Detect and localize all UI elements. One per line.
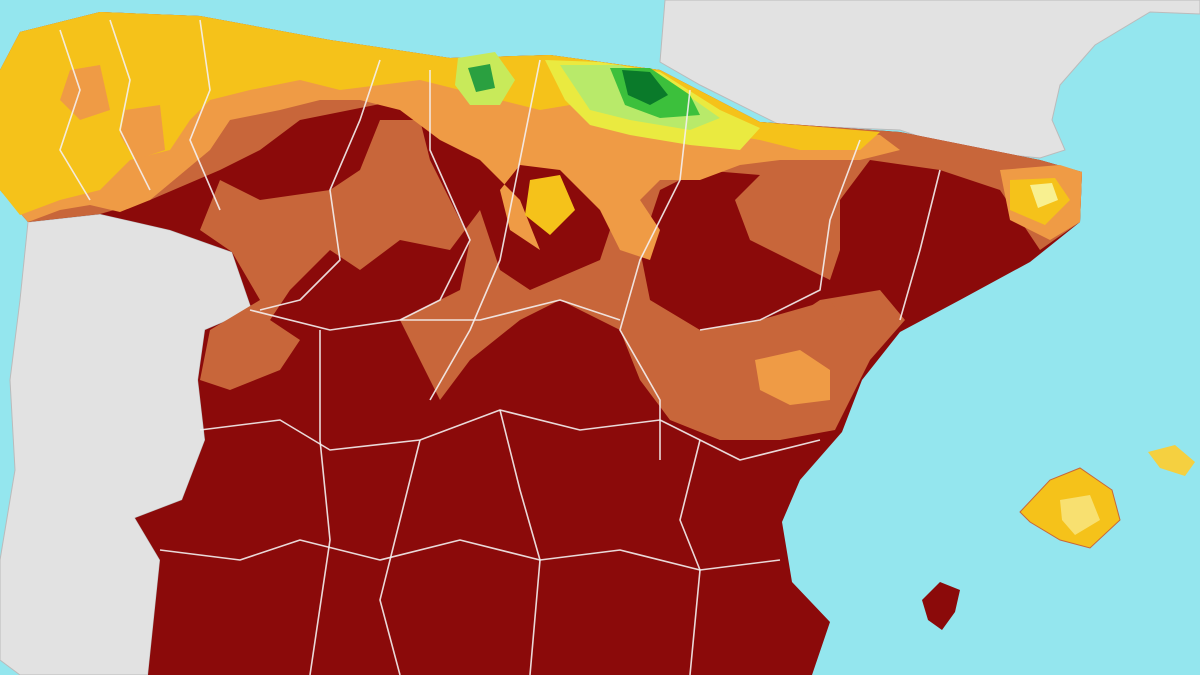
mild-zone [525,175,575,235]
moderate-zone [660,300,850,440]
warm-zone [755,350,830,405]
warm-zone [120,105,165,160]
mallorca [1060,495,1100,535]
ibiza [922,582,960,630]
wet-zone [468,64,495,92]
mild-zone [0,12,880,215]
province-borders [59,19,941,675]
cool-zone [1030,183,1058,208]
menorca [1148,445,1195,476]
france [659,0,1200,159]
warm-zone [60,65,110,120]
wet-zone [622,70,668,105]
